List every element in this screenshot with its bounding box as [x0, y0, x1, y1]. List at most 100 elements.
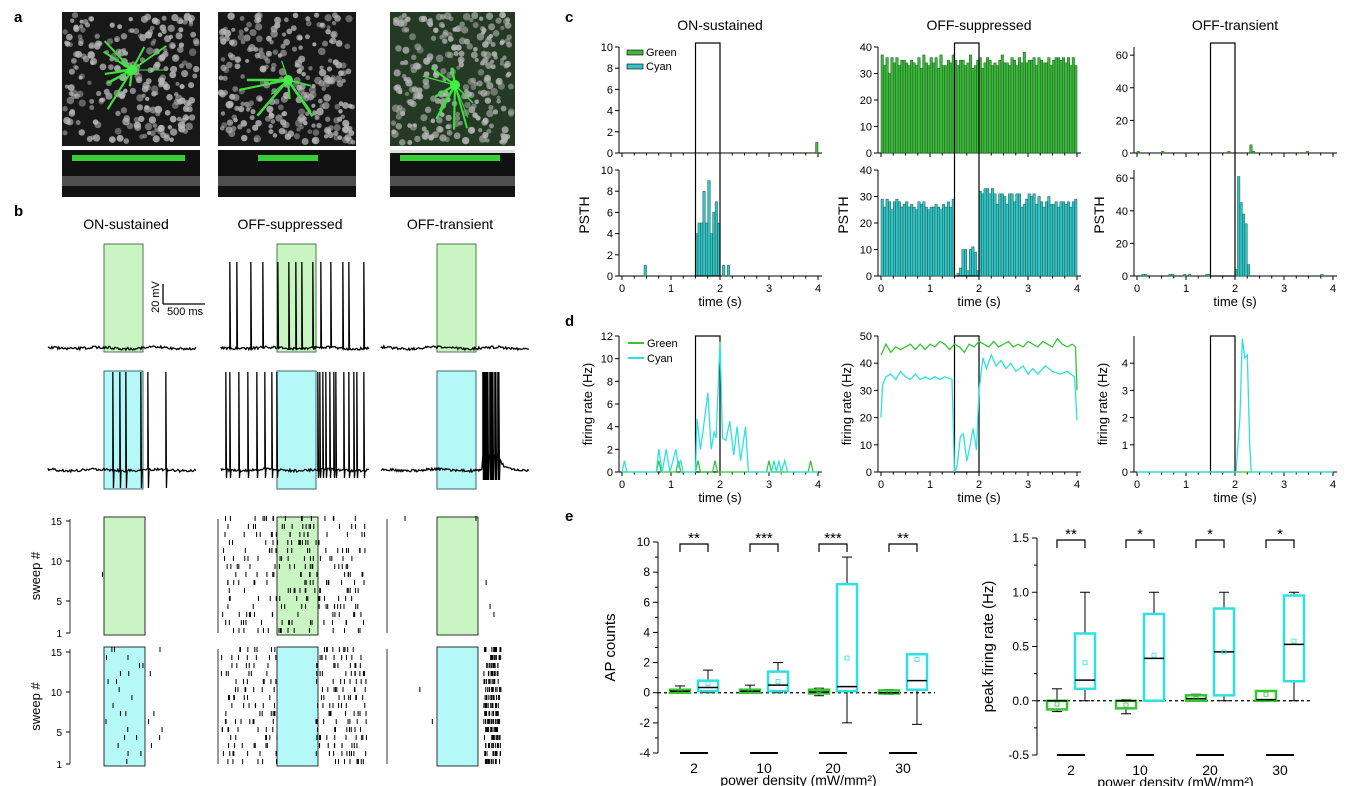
significance-bracket [1195, 539, 1225, 548]
nucleus-dot [489, 59, 495, 64]
nucleus-dot [243, 34, 251, 42]
raster-ytick-label: 15 [51, 648, 63, 659]
nucleus-dot [89, 16, 94, 22]
nucleus-dot [506, 41, 512, 48]
nucleus-dot [491, 51, 498, 57]
green-stimulus-box [436, 243, 477, 353]
nucleus-dot [458, 50, 465, 57]
nucleus-dot [406, 99, 411, 104]
psth-bar [1027, 193, 1031, 277]
psth-bar [1320, 274, 1324, 277]
nucleus-dot [446, 123, 453, 130]
nucleus-dot [395, 113, 402, 120]
nucleus-dot [340, 114, 346, 120]
nucleus-dot [89, 105, 95, 111]
psth-bar [1161, 151, 1165, 154]
nucleus-dot [108, 136, 116, 143]
psth-bar [1054, 57, 1058, 154]
nucleus-dot [458, 59, 464, 64]
nucleus-dot [82, 55, 90, 63]
psth-bar [927, 65, 931, 154]
panel-b-title: ON-sustained [83, 216, 169, 232]
psth-bar [966, 270, 970, 277]
nucleus-dot [293, 133, 301, 140]
nucleus-dot [62, 106, 68, 112]
nucleus-dot [298, 45, 303, 50]
psth-bar [893, 201, 896, 277]
y-tick-label: -0.5 [1008, 748, 1029, 762]
nucleus-dot [115, 48, 122, 54]
nucleus-dot [486, 128, 492, 134]
nucleus-dot [446, 129, 453, 136]
psth-bar [1066, 201, 1070, 277]
psth-bar [944, 206, 948, 277]
nucleus-dot [405, 79, 413, 87]
psth-bar [907, 206, 911, 277]
psth-bar [1037, 57, 1041, 154]
nucleus-dot [64, 41, 71, 47]
nucleus-dot [141, 93, 146, 98]
mean-marker [1193, 696, 1199, 701]
psth-bar [998, 193, 1002, 277]
cyan-stimulus-box [276, 646, 319, 767]
nucleus-dot [168, 42, 176, 50]
nucleus-dot [75, 120, 81, 126]
nucleus-dot [227, 12, 235, 20]
nucleus-dot [414, 43, 422, 51]
psth-bar [1020, 206, 1024, 277]
psth-bar [890, 209, 894, 277]
cyan-stimulus-box [103, 646, 146, 767]
nucleus-dot [412, 91, 421, 99]
psth-bar [917, 201, 921, 277]
nucleus-dot [438, 22, 445, 28]
psth-bar [897, 65, 901, 154]
nucleus-dot [181, 70, 189, 78]
nucleus-dot [305, 75, 311, 81]
nucleus-dot [188, 48, 197, 56]
significance-bracket [679, 543, 709, 552]
nucleus-dot [473, 81, 478, 87]
psth-bar [1069, 65, 1073, 154]
nucleus-dot [188, 114, 196, 121]
x-tick-label: 2 [976, 479, 982, 491]
nucleus-dot [486, 109, 494, 118]
nucleus-dot [159, 54, 166, 61]
nucleus-dot [192, 73, 198, 79]
nucleus-dot [266, 105, 274, 113]
nucleus-dot [164, 35, 171, 43]
psth-bar [988, 193, 992, 277]
psth-bar [895, 198, 899, 277]
nucleus-dot [232, 86, 239, 92]
psth-bar [988, 60, 992, 154]
panel-b-title: OFF-transient [407, 216, 493, 232]
significance-bracket [1056, 539, 1086, 548]
legend-label-cyan: Cyan [646, 61, 672, 73]
retina-section-1 [62, 150, 200, 197]
x-tick-label: 3 [766, 283, 772, 295]
nucleus-dot [139, 34, 147, 42]
y-tick-label: 40 [860, 165, 872, 177]
nucleus-dot [492, 30, 500, 37]
nucleus-dot [345, 15, 353, 23]
psth-bar [1249, 144, 1253, 154]
green-stimulus-box [436, 516, 479, 636]
psth-bar [902, 204, 906, 277]
psth-bar [1017, 193, 1021, 277]
panel-label-a: a [14, 9, 23, 26]
nucleus-dot [422, 135, 428, 140]
psth-bar [1062, 201, 1066, 277]
category-label: 20 [1202, 762, 1218, 778]
psth-bar [910, 60, 914, 154]
scale-bar-time-label: 500 ms [167, 306, 204, 318]
psth-bar [961, 60, 965, 154]
nucleus-dot [240, 134, 248, 142]
nucleus-dot [170, 43, 176, 49]
x-axis-label: time (s) [1213, 490, 1256, 505]
nucleus-dot [326, 66, 333, 72]
nucleus-dot [311, 123, 316, 128]
box-ylabel: peak firing rate (Hz) [980, 581, 997, 713]
nucleus-dot [71, 12, 79, 19]
nucleus-dot [348, 130, 355, 136]
nucleus-dot [301, 71, 306, 77]
